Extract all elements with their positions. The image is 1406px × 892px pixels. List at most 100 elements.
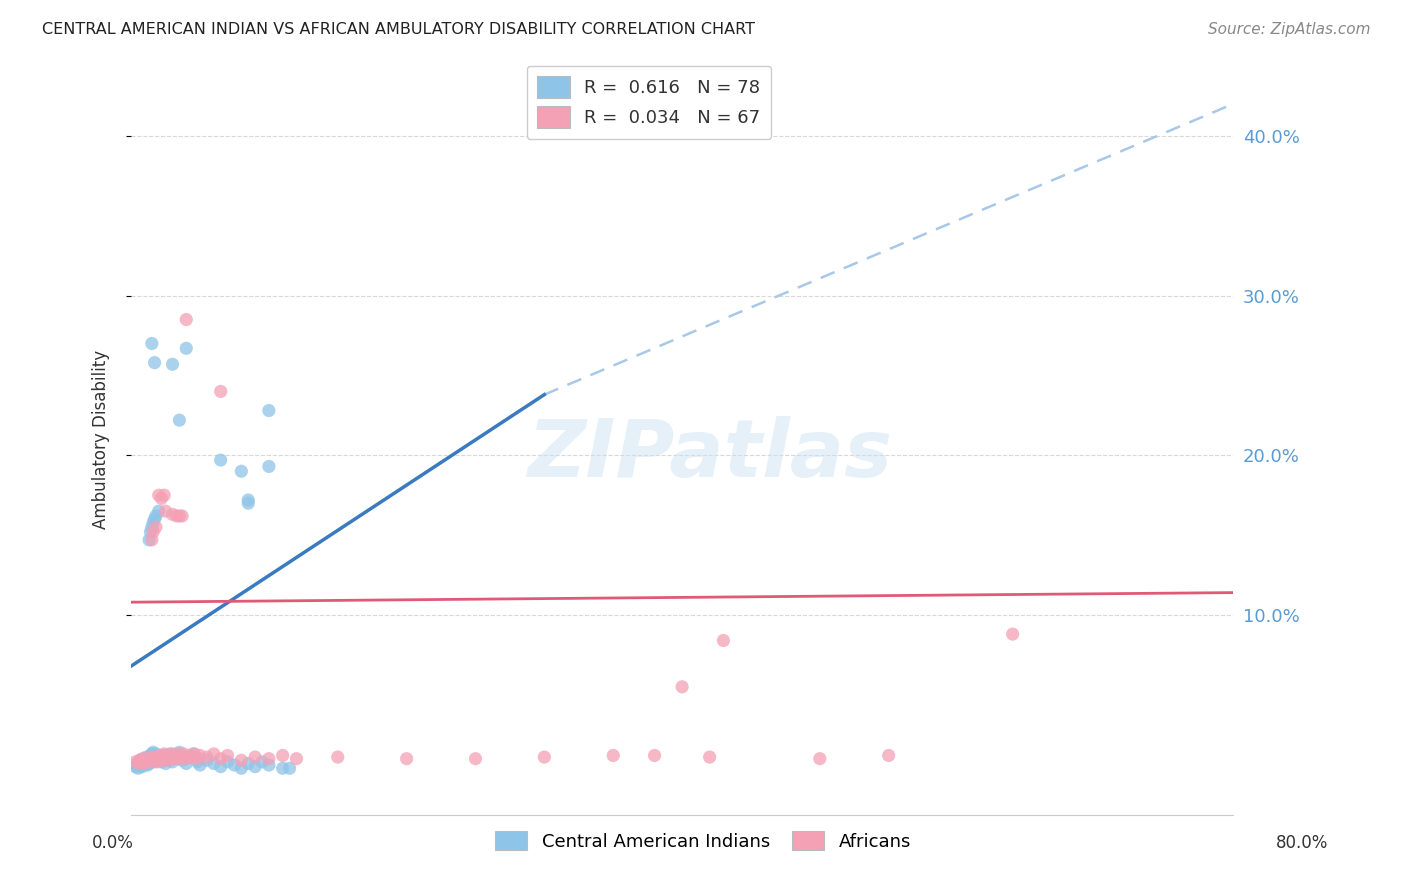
Point: [209, 759, 232, 773]
Point: [713, 633, 735, 648]
Point: [127, 761, 149, 775]
Text: CENTRAL AMERICAN INDIAN VS AFRICAN AMBULATORY DISABILITY CORRELATION CHART: CENTRAL AMERICAN INDIAN VS AFRICAN AMBUL…: [42, 22, 755, 37]
Point: [138, 756, 160, 771]
Point: [135, 750, 157, 764]
Text: ZIPatlas: ZIPatlas: [527, 417, 893, 494]
Point: [145, 520, 167, 534]
Point: [136, 753, 159, 767]
Point: [169, 508, 191, 523]
Point: [142, 745, 165, 759]
Point: [129, 755, 152, 769]
Point: [172, 753, 194, 767]
Point: [271, 748, 294, 763]
Point: [153, 747, 176, 761]
Point: [143, 755, 166, 769]
Point: [602, 748, 624, 763]
Point: [146, 752, 169, 766]
Point: [150, 753, 173, 767]
Point: [127, 756, 149, 771]
Point: [159, 750, 181, 764]
Text: 0.0%: 0.0%: [91, 834, 134, 852]
Point: [150, 755, 173, 769]
Y-axis label: Ambulatory Disability: Ambulatory Disability: [93, 350, 110, 529]
Point: [150, 491, 173, 506]
Point: [209, 453, 232, 467]
Point: [162, 747, 184, 761]
Point: [243, 759, 266, 773]
Point: [134, 753, 156, 767]
Point: [169, 413, 191, 427]
Point: [141, 520, 163, 534]
Point: [166, 752, 188, 766]
Point: [217, 755, 239, 769]
Point: [148, 504, 170, 518]
Point: [181, 747, 204, 761]
Point: [142, 524, 165, 539]
Point: [156, 748, 179, 763]
Point: [195, 753, 218, 767]
Point: [141, 755, 163, 769]
Point: [188, 758, 211, 772]
Point: [157, 753, 180, 767]
Point: [464, 752, 486, 766]
Point: [152, 750, 174, 764]
Point: [173, 747, 195, 761]
Point: [174, 341, 197, 355]
Point: [141, 533, 163, 547]
Point: [128, 755, 150, 769]
Point: [174, 756, 197, 771]
Point: [145, 508, 167, 523]
Point: [209, 752, 232, 766]
Point: [169, 745, 191, 759]
Point: [145, 753, 167, 767]
Point: [156, 750, 179, 764]
Point: [139, 524, 162, 539]
Point: [153, 488, 176, 502]
Point: [129, 753, 152, 767]
Point: [138, 753, 160, 767]
Point: [159, 747, 181, 761]
Point: [257, 459, 280, 474]
Point: [135, 755, 157, 769]
Point: [186, 755, 208, 769]
Point: [142, 516, 165, 530]
Point: [131, 756, 153, 771]
Point: [141, 336, 163, 351]
Point: [188, 748, 211, 763]
Point: [644, 748, 666, 763]
Point: [257, 752, 280, 766]
Point: [131, 752, 153, 766]
Point: [138, 752, 160, 766]
Point: [231, 464, 253, 478]
Point: [326, 750, 349, 764]
Point: [146, 755, 169, 769]
Point: [143, 356, 166, 370]
Point: [166, 750, 188, 764]
Text: 80.0%: 80.0%: [1277, 834, 1329, 852]
Point: [877, 748, 900, 763]
Point: [128, 753, 150, 767]
Point: [174, 312, 197, 326]
Point: [142, 752, 165, 766]
Point: [148, 752, 170, 766]
Point: [169, 752, 191, 766]
Point: [209, 384, 232, 399]
Point: [278, 761, 301, 775]
Point: [195, 750, 218, 764]
Point: [165, 748, 187, 763]
Point: [183, 747, 205, 761]
Text: Source: ZipAtlas.com: Source: ZipAtlas.com: [1208, 22, 1371, 37]
Point: [125, 758, 148, 772]
Point: [671, 680, 693, 694]
Point: [186, 752, 208, 766]
Point: [131, 759, 153, 773]
Point: [155, 504, 177, 518]
Point: [139, 755, 162, 769]
Point: [238, 493, 260, 508]
Point: [149, 748, 172, 763]
Point: [134, 752, 156, 766]
Point: [163, 748, 186, 763]
Point: [202, 756, 225, 771]
Point: [136, 752, 159, 766]
Point: [132, 755, 155, 769]
